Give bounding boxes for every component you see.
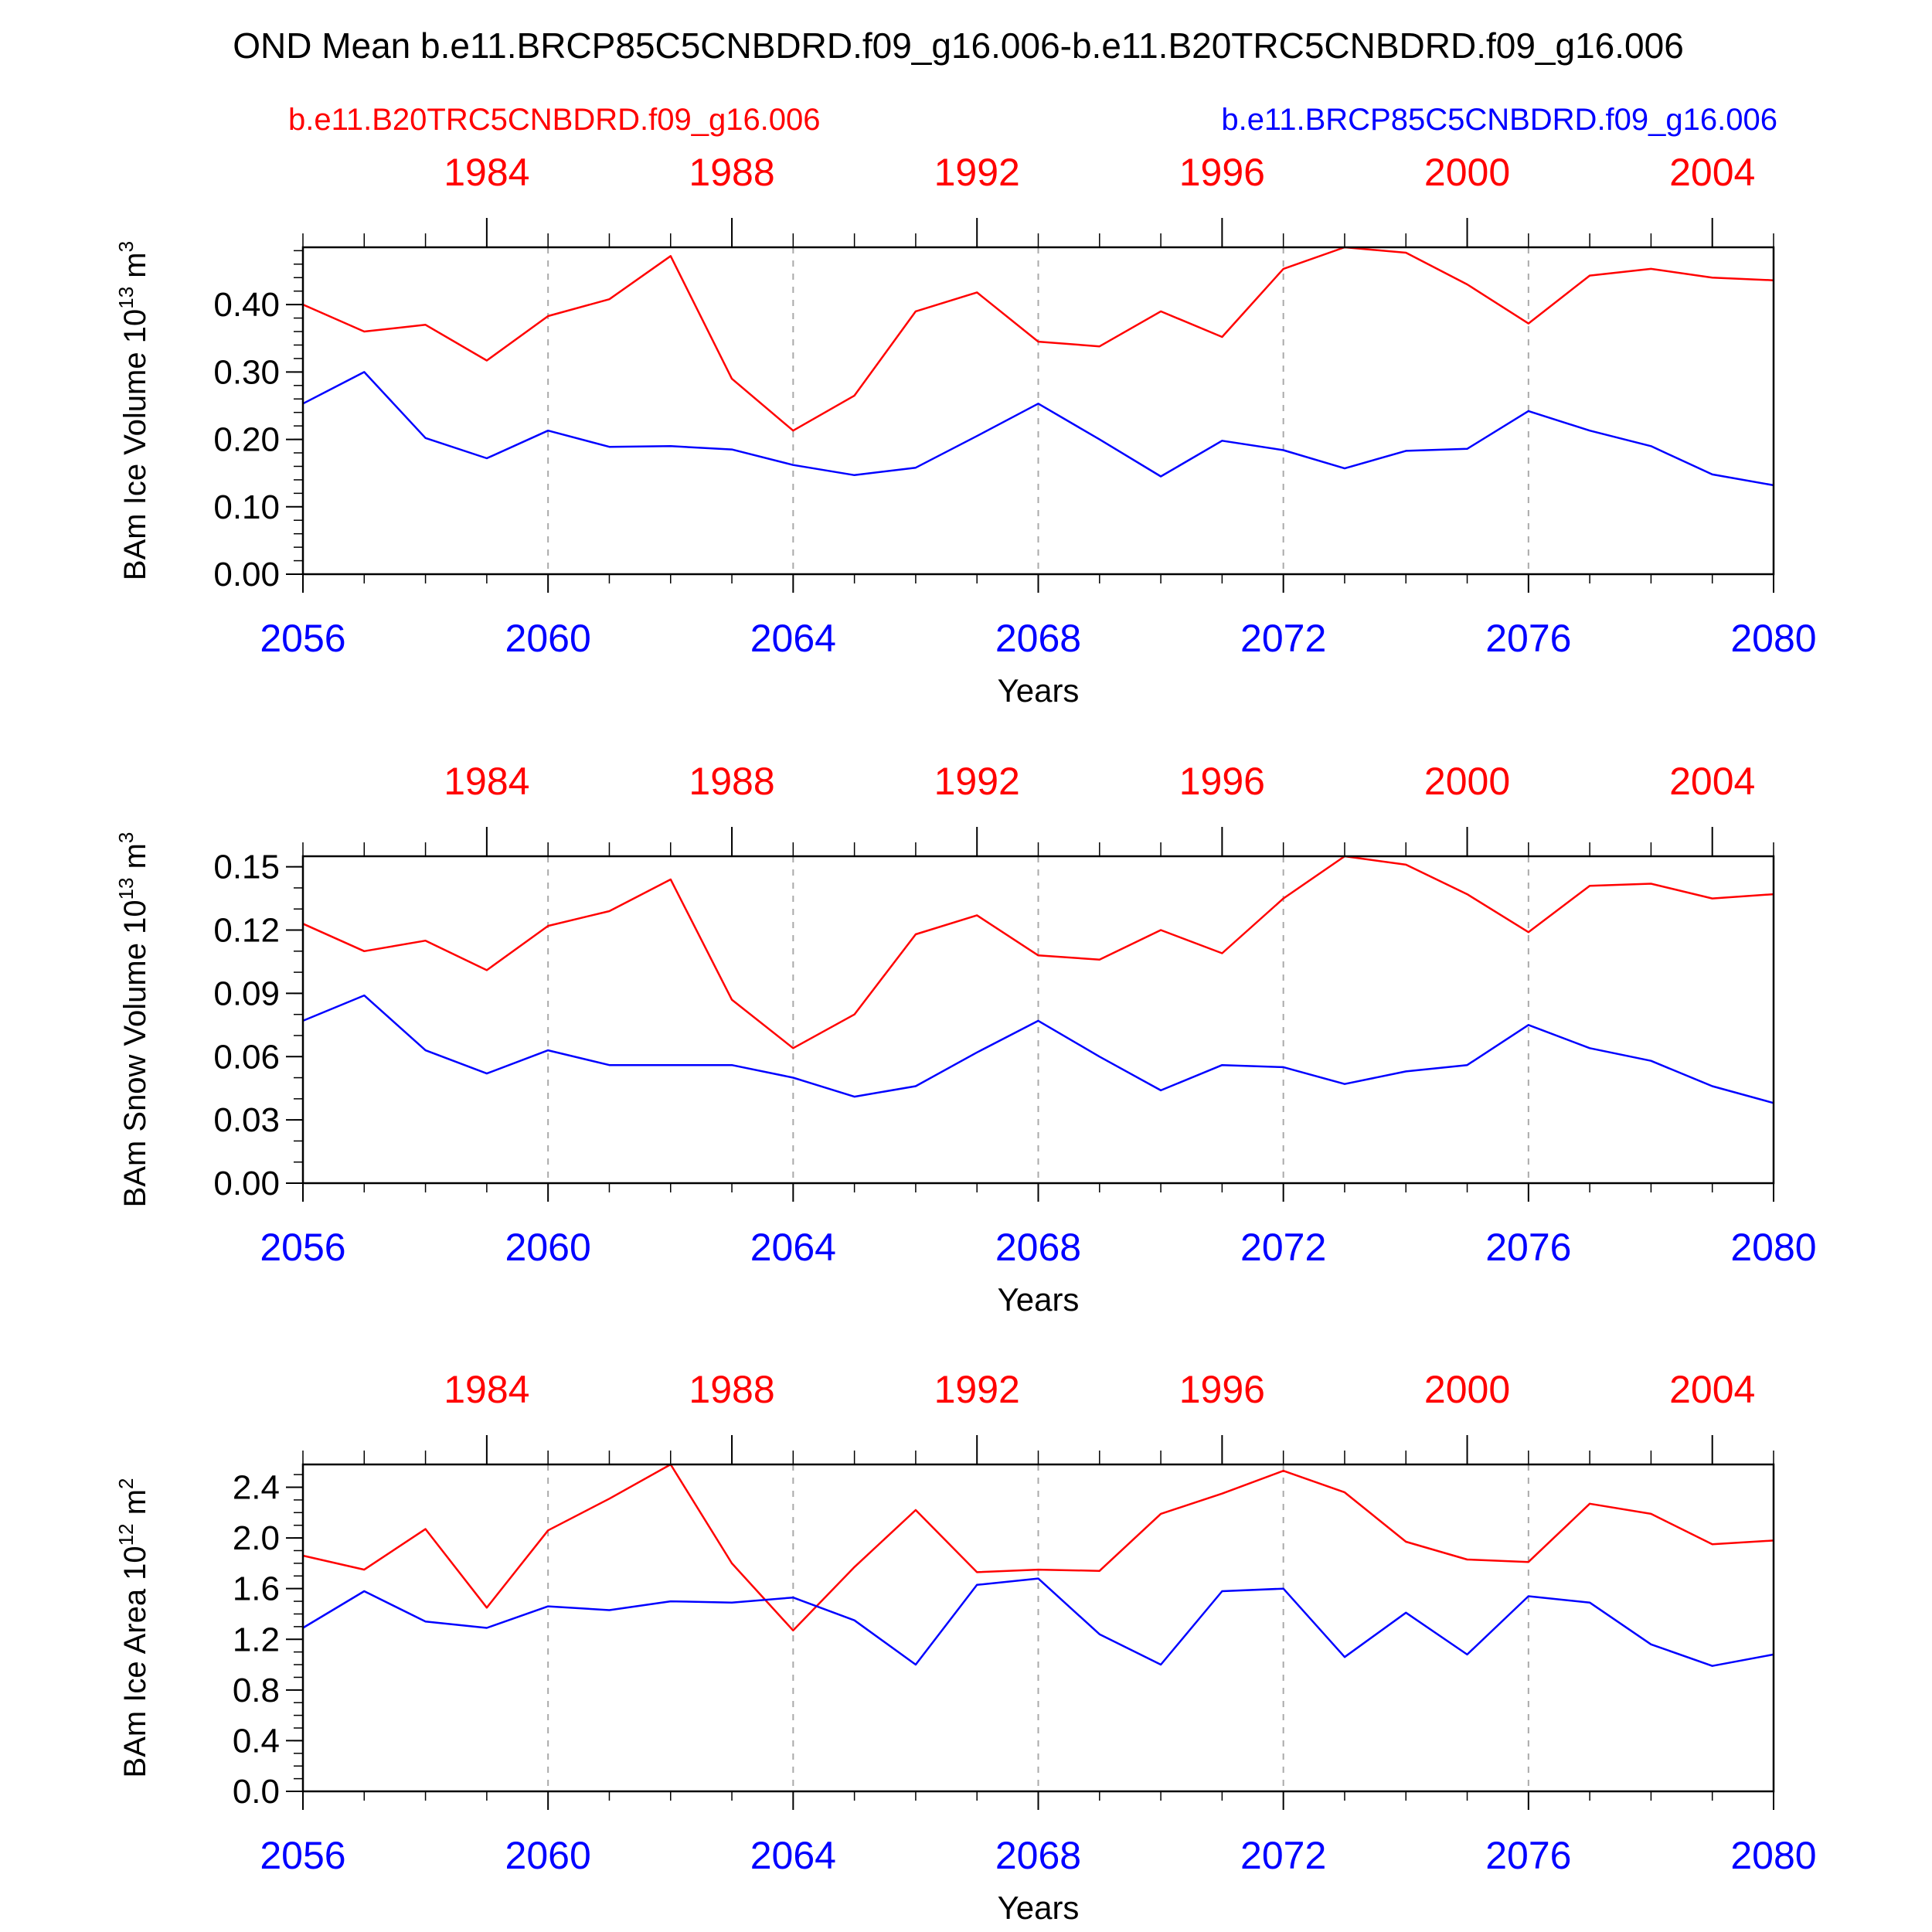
- x-tick-label: 2068: [995, 1834, 1081, 1877]
- top-x-tick-label: 1996: [1179, 1368, 1265, 1411]
- x-tick-label: 2064: [750, 617, 836, 660]
- x-axis-title: Years: [998, 1889, 1080, 1926]
- top-x-tick-label: 1984: [444, 151, 529, 194]
- top-x-tick-label: 1992: [934, 151, 1020, 194]
- panel-2: 0.00 0.03 0.06 0.09 0.12 0.15 2056 2060 2064 2068…: [114, 760, 1817, 1318]
- series-line-rcp85: [302, 371, 1774, 487]
- y-tick-label: 0.15: [213, 849, 280, 886]
- y-tick-label: 0.20: [213, 421, 280, 459]
- x-tick-label: 2076: [1485, 617, 1571, 660]
- x-tick-label: 2080: [1730, 1834, 1816, 1877]
- x-tick-label: 2060: [505, 1834, 591, 1877]
- x-tick-label: 2064: [750, 1834, 836, 1877]
- x-tick-label: 2056: [260, 1226, 345, 1269]
- x-tick-label: 2068: [995, 1226, 1081, 1269]
- x-tick-label: 2080: [1730, 1226, 1816, 1269]
- top-x-tick-label: 1988: [689, 151, 774, 194]
- top-x-tick-label: 2004: [1669, 760, 1755, 803]
- plot-frame: [301, 1463, 1775, 1793]
- figure-title: OND Mean b.e11.BRCP85C5CNBDRD.f09_g16.00…: [233, 26, 1684, 66]
- x-tick-label: 2056: [260, 617, 345, 660]
- x-tick-label: 2060: [505, 1226, 591, 1269]
- y-tick-label: 0.00: [213, 556, 280, 594]
- x-tick-label: 2072: [1240, 1226, 1326, 1269]
- plot-frame: [301, 246, 1775, 576]
- y-tick-label: 0.30: [213, 353, 280, 391]
- legend-entry-historical: b.e11.B20TRC5CNBDRD.f09_g16.006: [288, 103, 821, 137]
- y-tick-label: 2.4: [233, 1469, 280, 1507]
- y-tick-label: 0.4: [233, 1722, 280, 1760]
- top-x-tick-label: 1988: [689, 1368, 774, 1411]
- panels-group: 0.00 0.10 0.20 0.30 0.40 2056 2060 2064 2068 2072…: [114, 151, 1817, 1926]
- y-tick-label: 0.8: [233, 1672, 280, 1709]
- top-x-tick-label: 1984: [444, 760, 529, 803]
- y-tick-label: 0.06: [213, 1038, 280, 1076]
- series-line-historical: [302, 246, 1774, 432]
- y-tick-label: 0.0: [233, 1773, 280, 1811]
- y-tick-label: 0.10: [213, 488, 280, 526]
- top-x-tick-label: 2000: [1424, 151, 1510, 194]
- top-x-tick-label: 1984: [444, 1368, 529, 1411]
- top-x-tick-label: 2000: [1424, 1368, 1510, 1411]
- x-tick-label: 2056: [260, 1834, 345, 1877]
- y-tick-label: 0.03: [213, 1101, 280, 1139]
- series-line-historical: [302, 1463, 1774, 1632]
- top-x-tick-label: 2000: [1424, 760, 1510, 803]
- top-x-tick-label: 1996: [1179, 151, 1265, 194]
- x-tick-label: 2072: [1240, 1834, 1326, 1877]
- x-tick-label: 2080: [1730, 617, 1816, 660]
- top-x-tick-label: 1996: [1179, 760, 1265, 803]
- series-line-rcp85: [302, 994, 1774, 1104]
- y-axis-title: BAm Ice Area 1012 m2: [114, 1478, 152, 1778]
- y-tick-label: 0.12: [213, 912, 280, 950]
- x-tick-label: 2076: [1485, 1834, 1571, 1877]
- top-x-tick-label: 2004: [1669, 1368, 1755, 1411]
- top-x-tick-label: 1992: [934, 1368, 1020, 1411]
- x-tick-label: 2076: [1485, 1226, 1571, 1269]
- x-axis-title: Years: [998, 672, 1080, 709]
- x-tick-label: 2068: [995, 617, 1081, 660]
- y-tick-label: 0.09: [213, 975, 280, 1012]
- y-axis-title: BAm Ice Volume 1013 m3: [114, 241, 152, 580]
- x-tick-label: 2072: [1240, 617, 1326, 660]
- x-tick-label: 2060: [505, 617, 591, 660]
- y-axis-title: BAm Snow Volume 1013 m3: [114, 832, 152, 1208]
- panel-1: 0.00 0.10 0.20 0.30 0.40 2056 2060 2064 2068 2072…: [114, 151, 1817, 709]
- x-tick-label: 2064: [750, 1226, 836, 1269]
- series-line-rcp85: [302, 1577, 1774, 1667]
- x-axis-title: Years: [998, 1281, 1080, 1318]
- panel-3: 0.0 0.4 0.8 1.2 1.6 2.0 2.4 2056 2060 2064 2068 207…: [114, 1368, 1817, 1926]
- y-tick-label: 0.00: [213, 1165, 280, 1202]
- y-tick-label: 2.0: [233, 1519, 280, 1557]
- top-x-tick-label: 2004: [1669, 151, 1755, 194]
- plot-frame: [301, 855, 1775, 1185]
- y-tick-label: 1.6: [233, 1570, 280, 1608]
- y-tick-label: 0.40: [213, 286, 280, 324]
- top-x-tick-label: 1992: [934, 760, 1020, 803]
- legend-entry-rcp85: b.e11.BRCP85C5CNBDRD.f09_g16.006: [1221, 103, 1777, 137]
- y-tick-label: 1.2: [233, 1621, 280, 1658]
- series-line-historical: [302, 855, 1774, 1049]
- top-x-tick-label: 1988: [689, 760, 774, 803]
